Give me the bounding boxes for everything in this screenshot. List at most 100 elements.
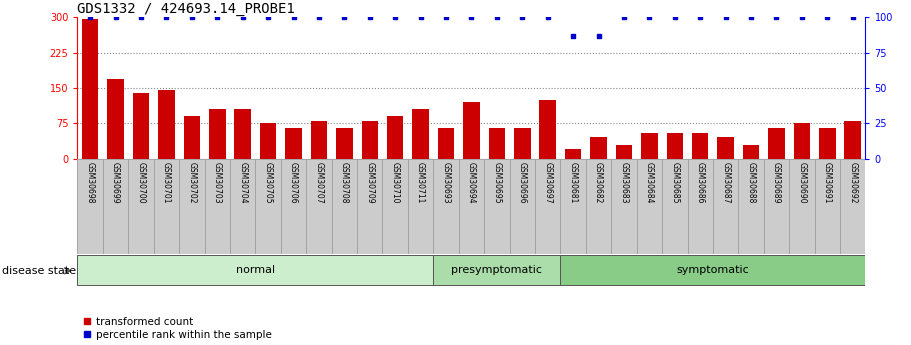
Bar: [688, 159, 713, 254]
Bar: [514, 128, 530, 159]
Bar: [713, 159, 738, 254]
Text: GSM30694: GSM30694: [467, 161, 476, 203]
Bar: [560, 255, 865, 285]
Bar: [383, 159, 408, 254]
Bar: [413, 109, 429, 159]
Bar: [768, 128, 784, 159]
Text: GSM30687: GSM30687: [722, 161, 730, 203]
Text: GSM30697: GSM30697: [543, 161, 552, 203]
Text: GSM30693: GSM30693: [442, 161, 451, 203]
Point: [261, 14, 275, 20]
Point: [515, 14, 529, 20]
Text: presymptomatic: presymptomatic: [451, 265, 542, 275]
Bar: [133, 93, 149, 159]
Bar: [205, 159, 230, 254]
Point: [134, 14, 148, 20]
Bar: [230, 159, 255, 254]
Text: GSM30701: GSM30701: [162, 161, 171, 203]
Bar: [637, 159, 662, 254]
Bar: [611, 159, 637, 254]
Bar: [560, 159, 586, 254]
Text: GSM30696: GSM30696: [517, 161, 527, 203]
Text: GSM30692: GSM30692: [848, 161, 857, 203]
Point: [566, 33, 580, 38]
Text: GSM30688: GSM30688: [746, 161, 755, 203]
Text: GSM30698: GSM30698: [86, 161, 95, 203]
Text: GSM30700: GSM30700: [137, 161, 146, 203]
Text: GSM30681: GSM30681: [568, 161, 578, 203]
Bar: [814, 159, 840, 254]
Bar: [459, 159, 484, 254]
Text: GSM30702: GSM30702: [188, 161, 197, 203]
Point: [642, 14, 657, 20]
Bar: [590, 137, 607, 159]
Bar: [763, 159, 789, 254]
Bar: [793, 123, 810, 159]
Point: [388, 14, 403, 20]
Bar: [565, 149, 581, 159]
Bar: [789, 159, 814, 254]
Point: [159, 14, 174, 20]
Text: GSM30686: GSM30686: [696, 161, 705, 203]
Bar: [463, 102, 480, 159]
Bar: [179, 159, 205, 254]
Bar: [434, 255, 560, 285]
Bar: [408, 159, 434, 254]
Point: [439, 14, 454, 20]
Point: [845, 14, 860, 20]
Bar: [183, 116, 200, 159]
Text: GSM30706: GSM30706: [289, 161, 298, 203]
Bar: [586, 159, 611, 254]
Bar: [509, 159, 535, 254]
Text: GSM30707: GSM30707: [314, 161, 323, 203]
Bar: [484, 159, 509, 254]
Point: [185, 14, 200, 20]
Bar: [387, 116, 404, 159]
Point: [210, 14, 224, 20]
Bar: [717, 137, 734, 159]
Text: symptomatic: symptomatic: [677, 265, 750, 275]
Text: GSM30703: GSM30703: [213, 161, 221, 203]
Point: [693, 14, 708, 20]
Point: [312, 14, 326, 20]
Bar: [285, 128, 302, 159]
Text: GSM30685: GSM30685: [670, 161, 680, 203]
Point: [668, 14, 682, 20]
Text: GSM30710: GSM30710: [391, 161, 400, 203]
Text: GSM30708: GSM30708: [340, 161, 349, 203]
Point: [414, 14, 428, 20]
Bar: [844, 121, 861, 159]
Bar: [738, 159, 763, 254]
Bar: [667, 133, 683, 159]
Point: [286, 14, 301, 20]
Bar: [742, 145, 760, 159]
Point: [464, 14, 478, 20]
Text: disease state: disease state: [2, 266, 76, 276]
Bar: [159, 90, 175, 159]
Text: GSM30691: GSM30691: [823, 161, 832, 203]
Bar: [662, 159, 688, 254]
Point: [235, 14, 250, 20]
Point: [108, 14, 123, 20]
Bar: [535, 159, 560, 254]
Bar: [281, 159, 306, 254]
Text: GSM30683: GSM30683: [619, 161, 629, 203]
Text: GSM30711: GSM30711: [416, 161, 425, 203]
Bar: [434, 159, 459, 254]
Bar: [260, 123, 276, 159]
Point: [794, 14, 809, 20]
Text: GSM30704: GSM30704: [238, 161, 247, 203]
Bar: [209, 109, 226, 159]
Bar: [438, 128, 455, 159]
Point: [743, 14, 758, 20]
Point: [617, 14, 631, 20]
Bar: [103, 159, 128, 254]
Bar: [488, 128, 505, 159]
Bar: [107, 79, 124, 159]
Bar: [234, 109, 251, 159]
Point: [591, 33, 606, 38]
Bar: [641, 133, 658, 159]
Point: [489, 14, 504, 20]
Bar: [336, 128, 353, 159]
Text: GSM30705: GSM30705: [263, 161, 272, 203]
